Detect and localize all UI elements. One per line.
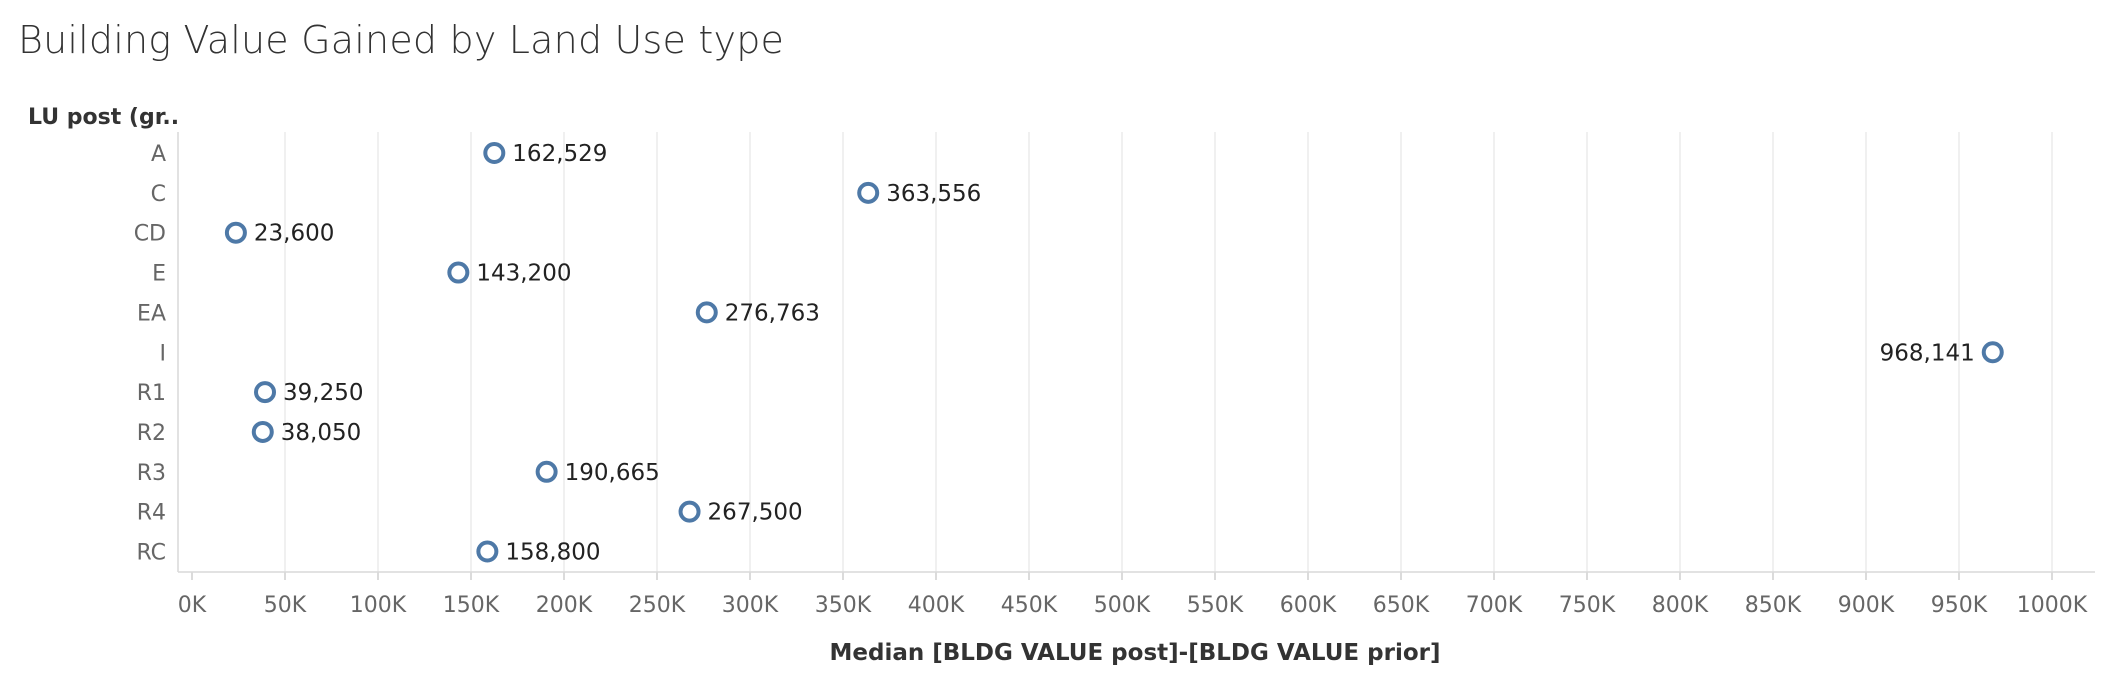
gridlines (284, 132, 2053, 572)
x-tick-label: 750K (1559, 593, 1616, 618)
x-tick-label: 850K (1745, 593, 1802, 618)
x-tick-label: 0K (178, 593, 207, 618)
x-tick-label: 100K (350, 593, 407, 618)
category-label: R4 (137, 501, 166, 526)
x-axis-title: Median [BLDG VALUE post]-[BLDG VALUE pri… (830, 640, 1441, 666)
x-tick-label: 700K (1466, 593, 1523, 618)
row-header-label: LU post (gr.. (28, 105, 179, 130)
data-point[interactable] (857, 181, 880, 204)
data-label: 190,665 (565, 460, 660, 486)
x-tick-label: 50K (264, 593, 307, 618)
data-label: 267,500 (708, 500, 803, 526)
category-label: RC (136, 541, 166, 566)
category-label: I (160, 341, 167, 366)
x-tick-label: 950K (1931, 593, 1988, 618)
category-label: C (151, 182, 166, 207)
category-label: E (152, 262, 166, 287)
x-tick-label: 400K (908, 593, 965, 618)
category-label: R1 (137, 381, 166, 406)
chart-title: Building Value Gained by Land Use type (18, 18, 785, 62)
data-label: 363,556 (886, 181, 981, 207)
x-tick-label: 900K (1838, 593, 1895, 618)
category-label: EA (137, 301, 166, 326)
category-label: CD (134, 222, 166, 247)
x-tick-label: 550K (1187, 593, 1244, 618)
x-tick-label: 250K (629, 593, 686, 618)
data-point[interactable] (1981, 341, 2004, 364)
data-point[interactable] (535, 460, 558, 483)
x-tick-label: 350K (815, 593, 872, 618)
data-points: 162,529 363,556 23,600 143,200 276,763 968,14… (224, 141, 2004, 566)
x-tick-label: 450K (1001, 593, 1058, 618)
data-label: 38,050 (281, 420, 361, 446)
x-tick-label: 800K (1652, 593, 1709, 618)
data-point[interactable] (254, 381, 277, 404)
data-point[interactable] (476, 540, 499, 563)
category-axis: AC CD E EA I R1 R2 R3 R4 RC (134, 142, 166, 566)
x-axis: 0K 50K 100K 150K 200K 250K 300K 350K 400K 450K 500… (177, 132, 2095, 618)
category-label: R3 (137, 461, 166, 486)
data-label: 276,763 (725, 300, 820, 326)
x-tick-label: 300K (722, 593, 779, 618)
data-label: 143,200 (476, 261, 571, 287)
x-tick-label: 500K (1094, 593, 1151, 618)
data-point[interactable] (447, 261, 470, 284)
category-label: A (151, 142, 166, 167)
x-tick-label: 150K (443, 593, 500, 618)
category-label: R2 (137, 421, 166, 446)
data-label: 23,600 (254, 221, 334, 247)
x-tick-label: 650K (1373, 593, 1430, 618)
data-point[interactable] (224, 221, 247, 244)
data-label: 158,800 (505, 540, 600, 566)
data-label: 39,250 (283, 380, 363, 406)
data-label: 968,141 (1880, 340, 1975, 366)
x-tick-label: 1000K (2017, 593, 2088, 618)
data-label: 162,529 (512, 141, 607, 167)
x-tick-label: 200K (536, 593, 593, 618)
x-tick-label: 600K (1280, 593, 1337, 618)
data-point[interactable] (695, 301, 718, 324)
data-point[interactable] (678, 500, 701, 523)
data-point[interactable] (251, 420, 274, 443)
data-point[interactable] (483, 142, 506, 164)
